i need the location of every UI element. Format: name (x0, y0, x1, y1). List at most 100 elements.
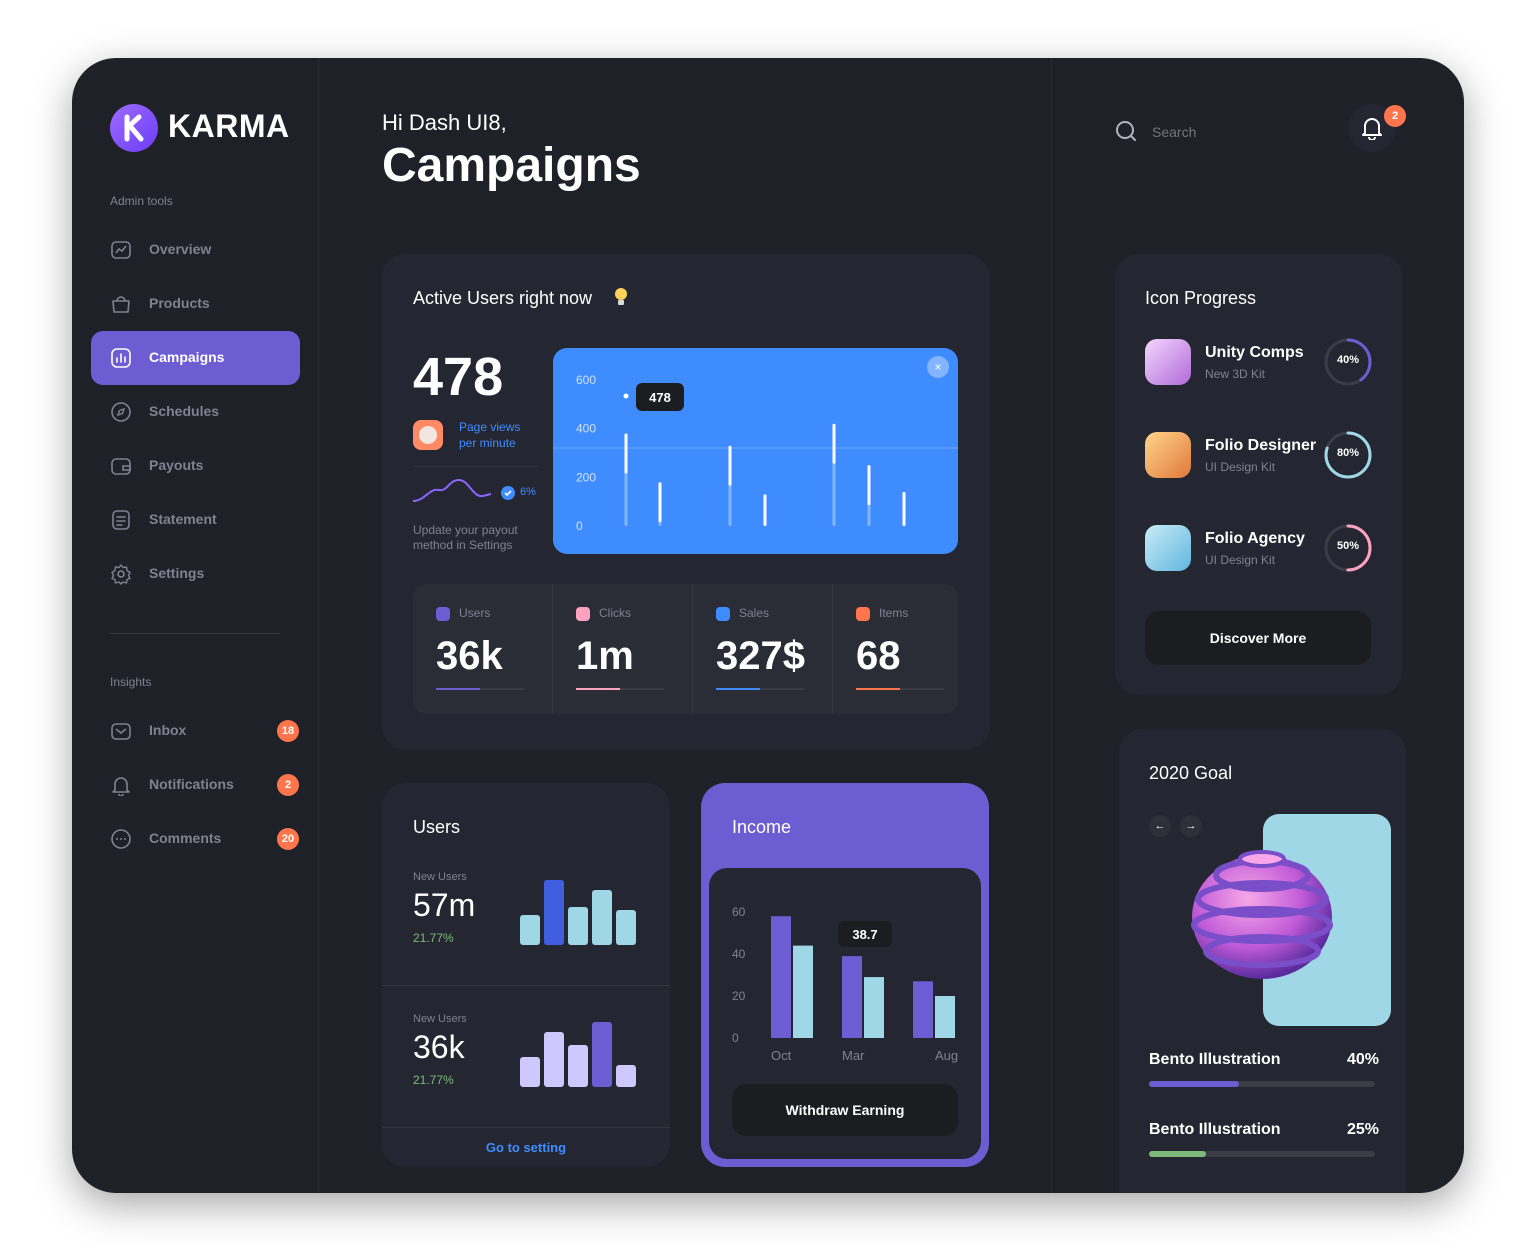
mini-bar (592, 890, 612, 945)
gear-icon (110, 563, 132, 585)
mini-bar (544, 1032, 564, 1087)
income-card: Income 60 40 20 0 Oct Mar Aug 38.7 Withdraw Ea… (701, 783, 989, 1167)
sidebar-item-label: Comments (149, 830, 222, 846)
sidebar-item-label: Schedules (149, 403, 220, 419)
app-window: KARMA Admin tools Insights Hi Dash UI8, … (72, 58, 1464, 1193)
close-chart-icon[interactable]: × (927, 356, 949, 378)
sidebar-item-label: Overview (149, 241, 212, 257)
income-bar-primary (842, 956, 862, 1038)
income-tooltip: 38.7 (838, 921, 892, 947)
goal-title: 2020 Goal (1149, 763, 1233, 783)
insights-label: Insights (110, 675, 152, 689)
chart-bar-highlight (832, 423, 836, 464)
x-tick-label: Aug (935, 1048, 958, 1063)
stat-users: Users 36k (413, 584, 553, 714)
sidebar-item-statement[interactable]: Statement (91, 493, 300, 547)
new-users-label: New Users (413, 1013, 467, 1025)
progress-percent: 50% (1336, 540, 1360, 552)
income-title: Income (732, 817, 792, 837)
go-to-setting-link[interactable]: Go to setting (485, 1140, 567, 1155)
goal-card: 2020 Goal ← → Bento Illustration 40% Bento… (1119, 729, 1406, 1193)
sidebar-item-inbox[interactable]: Inbox 18 (91, 704, 300, 758)
sidebar-item-label: Notifications (149, 776, 234, 792)
stat-label: Users (459, 606, 491, 620)
icon-progress-title: Icon Progress (1145, 288, 1257, 308)
income-bar-primary (913, 981, 933, 1038)
users-title: Users (413, 817, 461, 837)
mail-icon (110, 720, 132, 742)
chat-icon (110, 828, 132, 850)
mini-bar (616, 910, 636, 945)
progress-ring-fill (1324, 524, 1372, 572)
y-tick-label: 600 (576, 373, 596, 387)
page-views-label: Page views per minute (459, 420, 521, 450)
stats-row: Users 36k Clicks 1m Sales 327$ Items 68 (413, 584, 958, 714)
progress-ring-fill (1324, 338, 1372, 386)
arrow-left-icon[interactable]: ← (1149, 815, 1171, 837)
bell-icon (110, 774, 132, 797)
arrow-right-icon[interactable]: → (1180, 815, 1202, 837)
y-tick-label: 200 (576, 470, 596, 484)
sidebar-item-schedules[interactable]: Schedules (91, 385, 300, 439)
chart-bar-highlight (728, 445, 732, 486)
progress-ring: 80% (1323, 430, 1373, 480)
x-tick-label: Mar (842, 1048, 865, 1063)
bell-icon (1362, 118, 1382, 140)
income-bar-secondary (935, 996, 955, 1038)
goal-progress-track (1149, 1081, 1375, 1087)
progress-percent: 80% (1336, 447, 1360, 459)
y-tick-label: 400 (576, 422, 596, 436)
sidebar-item-label: Inbox (149, 722, 187, 738)
chart-bar-highlight (763, 494, 767, 526)
y-tick-label: 20 (732, 989, 746, 1003)
stat-bar (716, 688, 804, 690)
progress-item-thumbnail (1145, 432, 1191, 478)
sidebar-separator (110, 633, 280, 634)
icon-progress-card: Icon Progress Discover More Unity Comps N… (1115, 254, 1402, 695)
users-mini-chart-2 (520, 1022, 636, 1087)
trend-percent: 6% (520, 486, 536, 498)
notification-badge: 2 (1384, 105, 1406, 127)
stat-icon (856, 607, 870, 621)
chart-bar-highlight (867, 465, 871, 506)
sidebar-item-products[interactable]: Products (91, 277, 300, 331)
chart-icon (110, 239, 132, 261)
sidebar-item-notifications[interactable]: Notifications 2 (91, 758, 300, 812)
y-tick-label: 0 (732, 1031, 739, 1045)
income-bar-secondary (793, 945, 813, 1038)
income-chart-panel: 60 40 20 0 Oct Mar Aug 38.7 Withdraw Earning (709, 868, 981, 1159)
users-divider (382, 985, 670, 986)
active-users-count: 478 (413, 347, 504, 407)
sidebar-item-comments[interactable]: Comments 20 (91, 812, 300, 866)
users-mini-chart-1 (520, 880, 636, 945)
greeting: Hi Dash UI8, (382, 110, 507, 135)
mini-bar (520, 1057, 540, 1087)
y-tick-label: 40 (732, 947, 746, 961)
bars-icon (110, 347, 132, 369)
stat-icon (436, 607, 450, 621)
goal-item-label: Bento Illustration (1149, 1051, 1281, 1068)
users-card: Users New Users 57m 21.77% New Users 36k… (382, 783, 670, 1167)
sidebar-item-settings[interactable]: Settings (91, 547, 300, 601)
search-input[interactable] (1150, 120, 1314, 144)
sidebar-item-label: Campaigns (149, 349, 225, 365)
goal-progress-fill (1149, 1151, 1206, 1157)
stat-value: 36k (436, 634, 503, 678)
stat-label: Clicks (599, 606, 631, 620)
sidebar-item-payouts[interactable]: Payouts (91, 439, 300, 493)
progress-item-thumbnail (1145, 339, 1191, 385)
progress-item-thumbnail (1145, 525, 1191, 571)
chart-bar-highlight (658, 482, 662, 523)
search-icon[interactable] (1115, 120, 1137, 142)
progress-ring-fill (1324, 431, 1372, 479)
sidebar-item-campaigns[interactable]: Campaigns (91, 331, 300, 385)
users-footer-divider (382, 1127, 670, 1128)
discover-more-button[interactable]: Discover More (1145, 611, 1371, 665)
withdraw-earning-button[interactable]: Withdraw Earning (732, 1084, 958, 1136)
y-tick-label: 0 (576, 519, 583, 533)
stat-icon (716, 607, 730, 621)
sidebar-item-overview[interactable]: Overview (91, 223, 300, 277)
stat-bar (856, 688, 944, 690)
progress-ring: 50% (1323, 523, 1373, 573)
mini-bar (616, 1065, 636, 1087)
